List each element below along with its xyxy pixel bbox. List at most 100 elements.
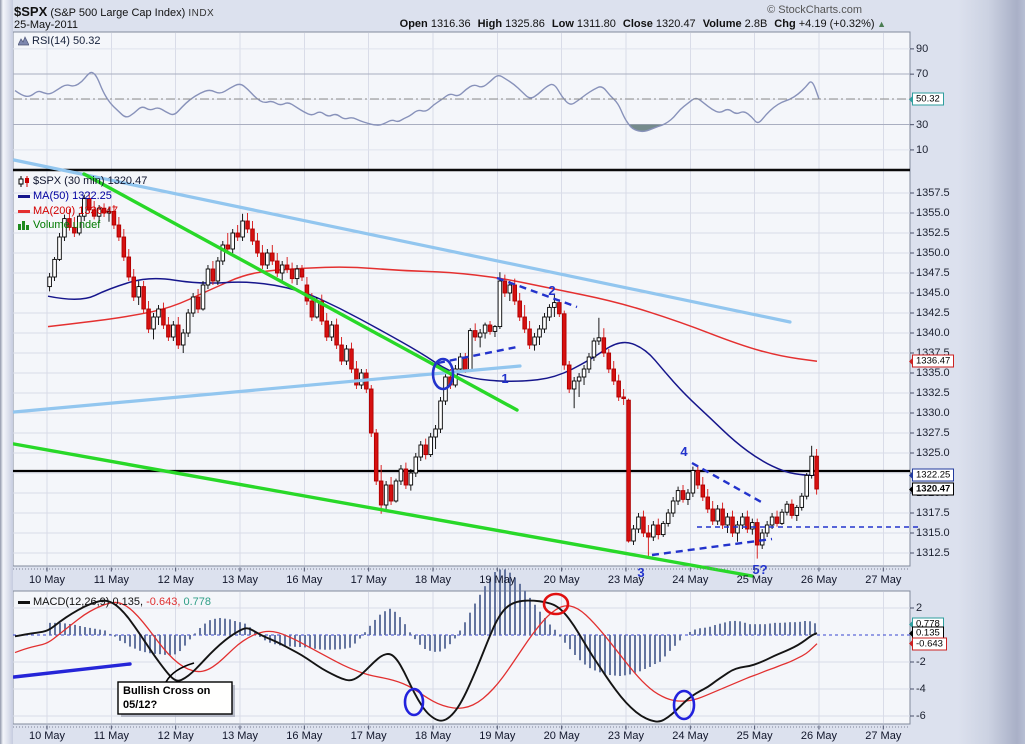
date-label: 25 May [736,574,773,586]
candlesticks [47,192,819,559]
date-label: 18 May [414,730,452,742]
wave-dashed-line [651,537,773,557]
callout-text: Bullish Cross on [123,685,211,697]
macd-hist-value: 0.778 [183,596,211,608]
date-label: 10 May [28,730,66,742]
wave-label: 3 [637,565,644,580]
price-axis-label: 1352.5 [916,227,950,239]
price-axis-label: 1340.0 [916,327,950,339]
wave-dashed-line [691,461,764,505]
price-axis-label: 1312.5 [916,547,950,559]
quote-value: 1320.47 [652,18,696,30]
copyright: © StockCharts.com [767,4,862,16]
right-frame-bevel [958,0,1025,744]
date-label: 24 May [672,730,709,742]
macd-axis-label: 2 [916,602,923,614]
date-label: 10 May [28,574,66,586]
macd-signal-value: -0.643, [146,596,181,608]
price-axis-label: 1325.0 [916,447,950,459]
rsi-axis-label: 70 [916,68,929,81]
date-label: 25 May [736,730,773,742]
quote-label: High [477,18,503,30]
wave-label: 1 [501,371,508,386]
date-label: 17 May [350,730,387,742]
rsi-axis-label: 10 [916,143,929,156]
quote-value: 2.8B [741,18,768,30]
ma50-legend: MA(50) 1322.25 [18,190,112,202]
symbol: $SPX [14,4,48,19]
price-axis-label: 1350.0 [916,247,950,259]
axis-value-badge: 1336.47 [908,354,955,368]
date-label: 16 May [286,574,323,586]
trendline-green-long [12,442,754,578]
callout-box [117,681,233,715]
axis-value-badge: -0.643 [909,637,947,651]
quote-label: Chg [774,18,796,30]
rsi-legend: RSI(14) 50.32 [18,35,100,47]
wave-label: 2 [548,283,555,298]
price-axis-label: 1355.0 [916,207,950,219]
ma50-swatch [18,194,30,198]
axis-value-badge: 50.32 [909,92,944,106]
ma200-swatch [18,209,30,213]
macd-line [14,599,818,723]
ma200-legend: MA(200) 1336.47 [18,205,118,217]
trendline-green-steep [82,172,519,412]
price-axis-label: 1357.5 [916,187,950,199]
rsi-line [14,71,820,133]
price-axis-label: 1347.5 [916,267,950,279]
date-label: 26 May [800,574,837,586]
price-axis-label: 1332.5 [916,387,950,399]
date-label: 12 May [157,730,194,742]
price-legend: $SPX (30 min) 1320.47 [18,175,147,187]
date-label: 13 May [221,574,259,586]
cross-highlight-ellipse [542,592,570,616]
quote-value: 1311.80 [573,18,616,30]
rsi-panel [12,31,911,171]
ma50-line [47,277,818,476]
date-label: 23 May [607,574,645,586]
highlight-ellipse [431,357,455,391]
quote-label: Volume [702,18,742,30]
date-label: 24 May [672,574,709,586]
quote-value: 1325.86 [502,18,545,30]
quote-label: Low [551,18,574,30]
trendline-channel-lower [12,364,522,414]
price-axis-label: 1345.0 [916,287,950,299]
price-axis-label: 1317.5 [916,507,950,519]
candlestick-icon [18,175,29,187]
exchange: INDX [188,8,215,19]
macd-swatch [18,600,30,604]
quote-value: 1316.36 [427,18,471,30]
rsi-axis-label: 90 [916,42,929,55]
date-label: 12 May [157,574,194,586]
date-label: 20 May [543,574,580,586]
date-label: 13 May [221,730,259,742]
quote-label: Open [399,18,428,30]
macd-axis-label: -4 [916,683,926,695]
rsi-axis-label: 30 [916,118,929,131]
date-label: 23 May [607,730,645,742]
date-label: 19 May [479,730,516,742]
left-frame-bevel [0,0,13,744]
date-label: 11 May [93,730,129,742]
callout-tail [165,662,195,683]
date-label: 20 May [543,730,580,742]
macd-axis-label: -6 [916,710,926,722]
price-axis-label: 1327.5 [916,427,950,439]
price-axis-label: 1335.0 [916,367,950,379]
date-label: 27 May [865,574,902,586]
symbol-name: (S&P 500 Large Cap Index) [50,7,186,19]
date-label: 26 May [800,730,837,742]
quote-summary: Open 1316.36 High 1325.86 Low 1311.80 Close… [393,18,886,30]
ma200-line [47,266,818,362]
axis-value-badge: 1322.25 [908,468,955,482]
date-label: 17 May [350,574,387,586]
cross-highlight-ellipse [403,687,425,717]
date-label: 18 May [414,574,452,586]
date-label: 11 May [93,574,129,586]
axis-value-badge: 1320.47 [908,482,955,496]
cross-highlight-ellipse [672,689,696,721]
